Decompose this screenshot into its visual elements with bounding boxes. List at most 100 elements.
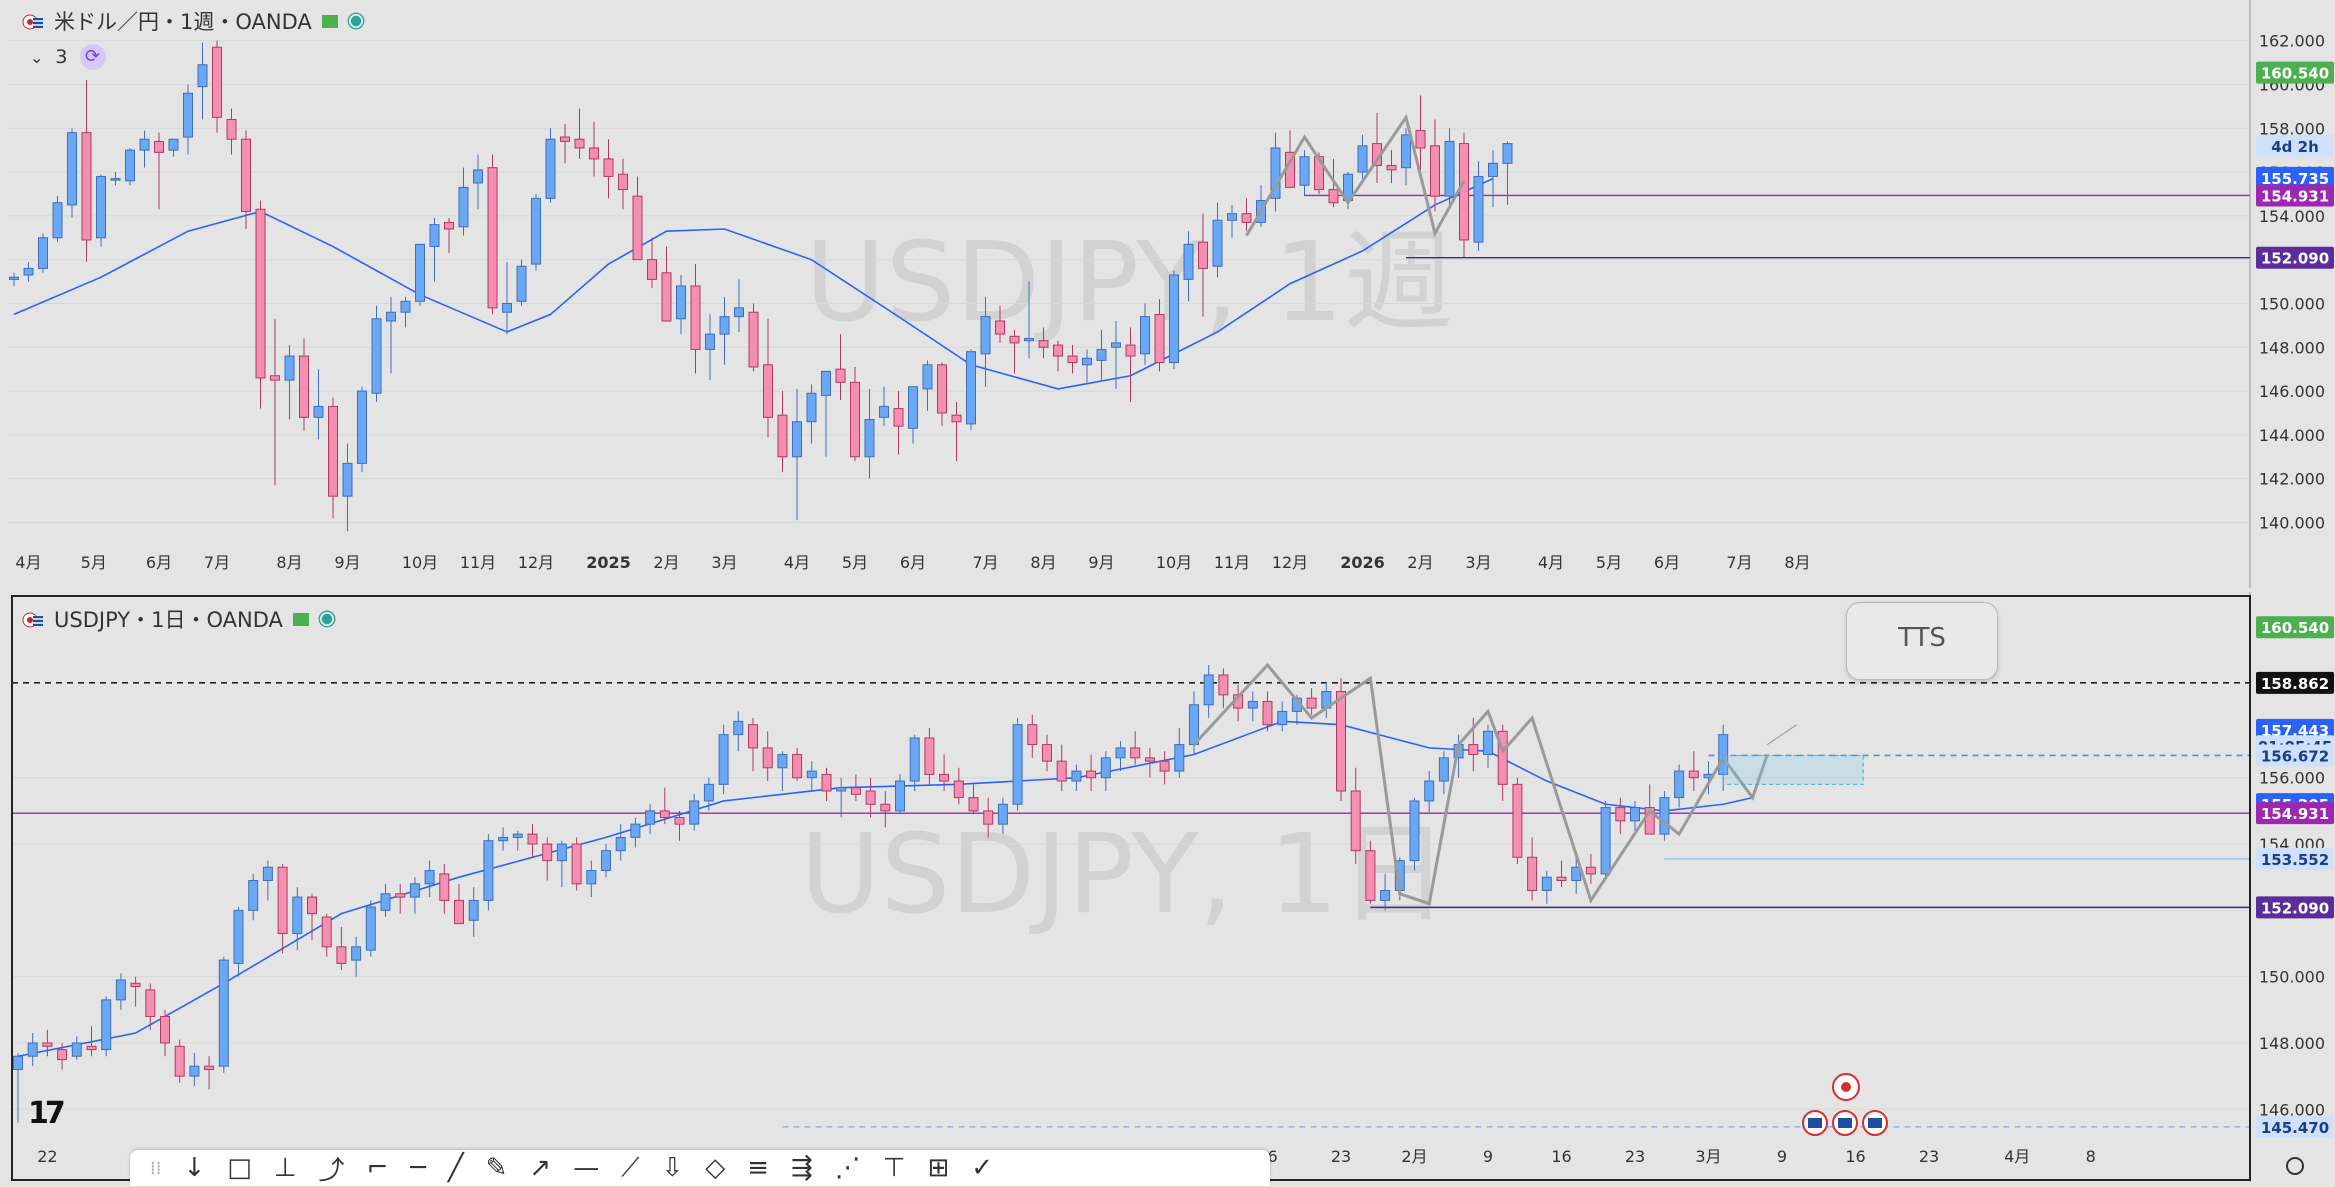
candle-body bbox=[1086, 770, 1097, 779]
candle-body bbox=[415, 243, 425, 302]
candle-body bbox=[145, 989, 156, 1017]
candle bbox=[1042, 734, 1052, 772]
x-tick-label: 10月 bbox=[1156, 553, 1192, 572]
drawing-tool-0-icon[interactable]: ↓ bbox=[183, 1153, 206, 1183]
candle-body bbox=[763, 364, 773, 418]
drawing-tool-18-icon[interactable]: ✓ bbox=[971, 1153, 994, 1183]
drawing-tool-16-icon[interactable]: ⊤ bbox=[882, 1153, 906, 1183]
weekly-chart-title[interactable]: 米ドル／円・1週・OANDA bbox=[54, 10, 312, 34]
x-tick-label: 3月 bbox=[711, 553, 737, 572]
daily-chart-title[interactable]: USDJPY・1日・OANDA bbox=[54, 608, 283, 632]
candle bbox=[1357, 134, 1368, 179]
indicator-count: 3 bbox=[55, 46, 68, 68]
drawing-tool-17-icon[interactable]: ⊞ bbox=[927, 1153, 950, 1183]
candle-body bbox=[1071, 770, 1082, 782]
candle-body bbox=[995, 320, 1005, 335]
drawing-tool-14-icon[interactable]: ⇶ bbox=[791, 1153, 813, 1183]
candle-body bbox=[703, 783, 714, 802]
tts-callout[interactable]: TTS bbox=[1846, 602, 1998, 680]
candle-body bbox=[168, 138, 179, 151]
candle-body bbox=[1012, 724, 1023, 805]
price-badge: 158.862 bbox=[2256, 671, 2334, 694]
chevron-down-icon[interactable]: ⌄ bbox=[30, 47, 44, 67]
drawing-tool-13-icon[interactable]: ≡ bbox=[747, 1153, 769, 1183]
drawing-tool-11-icon[interactable]: ⇩ bbox=[661, 1153, 684, 1183]
candle-body bbox=[1350, 790, 1361, 852]
flag-icon[interactable] bbox=[321, 14, 338, 28]
daily-chart-pane[interactable]: USDJPY, 1日 146.000 148.000 150.000 154.000 15… bbox=[0, 592, 2335, 1182]
candle-body bbox=[292, 896, 303, 935]
candle bbox=[1512, 777, 1523, 864]
x-tick-label: 6月 bbox=[146, 553, 172, 572]
candle bbox=[67, 128, 77, 219]
candle-body bbox=[1488, 162, 1498, 177]
drawing-tool-10-icon[interactable]: ⟋ bbox=[621, 1152, 640, 1183]
candle bbox=[1111, 320, 1121, 389]
candle-body bbox=[1380, 889, 1391, 901]
candle-body bbox=[1659, 797, 1670, 835]
candle-body bbox=[1688, 770, 1699, 779]
candle-body bbox=[1169, 274, 1179, 364]
drag-handle-icon[interactable]: ⁞⁞ bbox=[150, 1157, 162, 1179]
candle bbox=[42, 1029, 53, 1057]
candle-body bbox=[1600, 807, 1611, 875]
candle-body bbox=[676, 285, 686, 320]
candle bbox=[1401, 128, 1411, 186]
candle bbox=[879, 386, 889, 427]
candle bbox=[821, 767, 832, 801]
y-tick-label: 148.000 bbox=[2259, 338, 2325, 357]
candle bbox=[589, 121, 599, 177]
candle bbox=[248, 873, 259, 921]
candle bbox=[953, 767, 964, 805]
candle bbox=[277, 863, 288, 954]
candle bbox=[836, 777, 847, 818]
candle bbox=[371, 305, 382, 403]
drawing-tool-15-icon[interactable]: ⋰ bbox=[834, 1153, 861, 1183]
drawing-tool-3-icon[interactable]: ⤴ bbox=[318, 1155, 345, 1186]
drawing-tool-1-icon[interactable]: □ bbox=[227, 1153, 252, 1183]
drawing-tool-2-icon[interactable]: ⊥ bbox=[273, 1153, 297, 1183]
weekly-chart-svg[interactable]: USDJPY, 1週 140.000 142.000 144.000 146.000 14… bbox=[0, 0, 2335, 588]
drawing-tool-12-icon[interactable]: ◇ bbox=[705, 1153, 726, 1183]
x-tick-label: 7月 bbox=[1726, 553, 1752, 572]
candle-body bbox=[512, 833, 523, 838]
drawing-tool-6-icon[interactable]: ╱ bbox=[447, 1153, 464, 1183]
candle-body bbox=[836, 787, 847, 792]
y-tick-label: 144.000 bbox=[2259, 426, 2325, 445]
candle-body bbox=[589, 147, 599, 160]
drawing-tool-9-icon[interactable]: — bbox=[573, 1153, 600, 1183]
chart-watermark: USDJPY, 1週 bbox=[805, 218, 1454, 346]
candle-body bbox=[777, 754, 788, 769]
drawing-tool-8-icon[interactable]: ↗ bbox=[529, 1153, 552, 1183]
candle bbox=[307, 893, 317, 941]
candle bbox=[850, 774, 861, 801]
x-tick-label: 22 bbox=[37, 1147, 57, 1166]
candle bbox=[154, 132, 164, 210]
candle bbox=[1100, 751, 1111, 791]
candle-body bbox=[865, 790, 876, 805]
drawing-tool-5-icon[interactable]: ─ bbox=[410, 1153, 426, 1183]
candle bbox=[821, 370, 831, 457]
candle-body bbox=[1585, 866, 1596, 875]
candle bbox=[1009, 329, 1020, 374]
candle bbox=[1688, 751, 1699, 791]
candle bbox=[748, 718, 758, 772]
daily-chart-svg[interactable]: USDJPY, 1日146.000148.000150.000154.00015… bbox=[0, 592, 2335, 1182]
drawing-tool-7-icon[interactable]: ✎ bbox=[485, 1153, 508, 1183]
candle-body bbox=[487, 167, 498, 309]
sync-icon[interactable]: ⟳ bbox=[79, 44, 106, 70]
price-badge: 154.931 bbox=[2256, 802, 2334, 825]
candle bbox=[270, 318, 280, 486]
candle bbox=[527, 824, 538, 858]
candle-body bbox=[1053, 344, 1063, 357]
weekly-chart-pane[interactable]: USDJPY, 1週 140.000 142.000 144.000 146.000 14… bbox=[0, 0, 2335, 588]
candle bbox=[733, 711, 744, 752]
y-tick-label: 150.000 bbox=[2259, 294, 2325, 313]
drawing-tool-4-icon[interactable]: ⌐ bbox=[366, 1153, 389, 1183]
candle-body bbox=[1140, 316, 1150, 355]
flag-icon[interactable] bbox=[292, 612, 309, 626]
candle bbox=[27, 1033, 38, 1067]
candle bbox=[603, 139, 614, 199]
x-tick-label: 7月 bbox=[972, 553, 998, 572]
candle bbox=[983, 797, 994, 838]
